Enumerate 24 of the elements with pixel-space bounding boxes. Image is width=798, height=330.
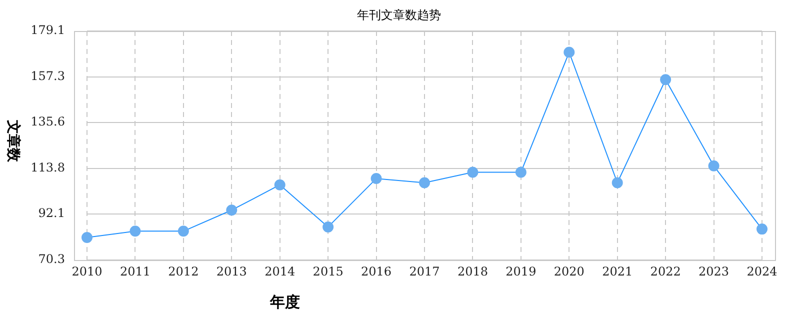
x-tick-label: 2011 [120, 264, 150, 278]
chart-title: 年刊文章数趋势 [356, 7, 442, 24]
x-tick-label: 2014 [264, 264, 296, 278]
x-tick-label: 2023 [698, 264, 730, 278]
x-tick-label: 2022 [650, 264, 681, 278]
x-tick-label: 2013 [216, 264, 247, 278]
x-tick-label: 2018 [457, 264, 488, 278]
x-tick-label: 2021 [602, 264, 633, 278]
x-tick-label: 2017 [409, 264, 440, 278]
y-axis-title: 文章数 [4, 120, 22, 162]
x-tick-label: 2010 [72, 264, 102, 278]
y-tick-label: 92.1 [38, 206, 65, 220]
x-tick-label: 2019 [506, 264, 536, 278]
x-tick-label: 2020 [554, 264, 584, 278]
x-tick-label: 2012 [168, 264, 199, 278]
y-tick-label: 70.3 [38, 252, 65, 266]
y-tick-label: 113.8 [30, 160, 65, 175]
y-tick-label: 179.1 [30, 23, 65, 38]
x-tick-label: 2016 [361, 264, 392, 278]
y-tick-label: 135.6 [30, 114, 65, 129]
x-axis-title: 年度 [270, 293, 300, 312]
x-tick-label: 2024 [746, 264, 778, 278]
y-tick-label: 157.3 [30, 69, 65, 84]
x-tick-label: 2015 [312, 264, 344, 278]
